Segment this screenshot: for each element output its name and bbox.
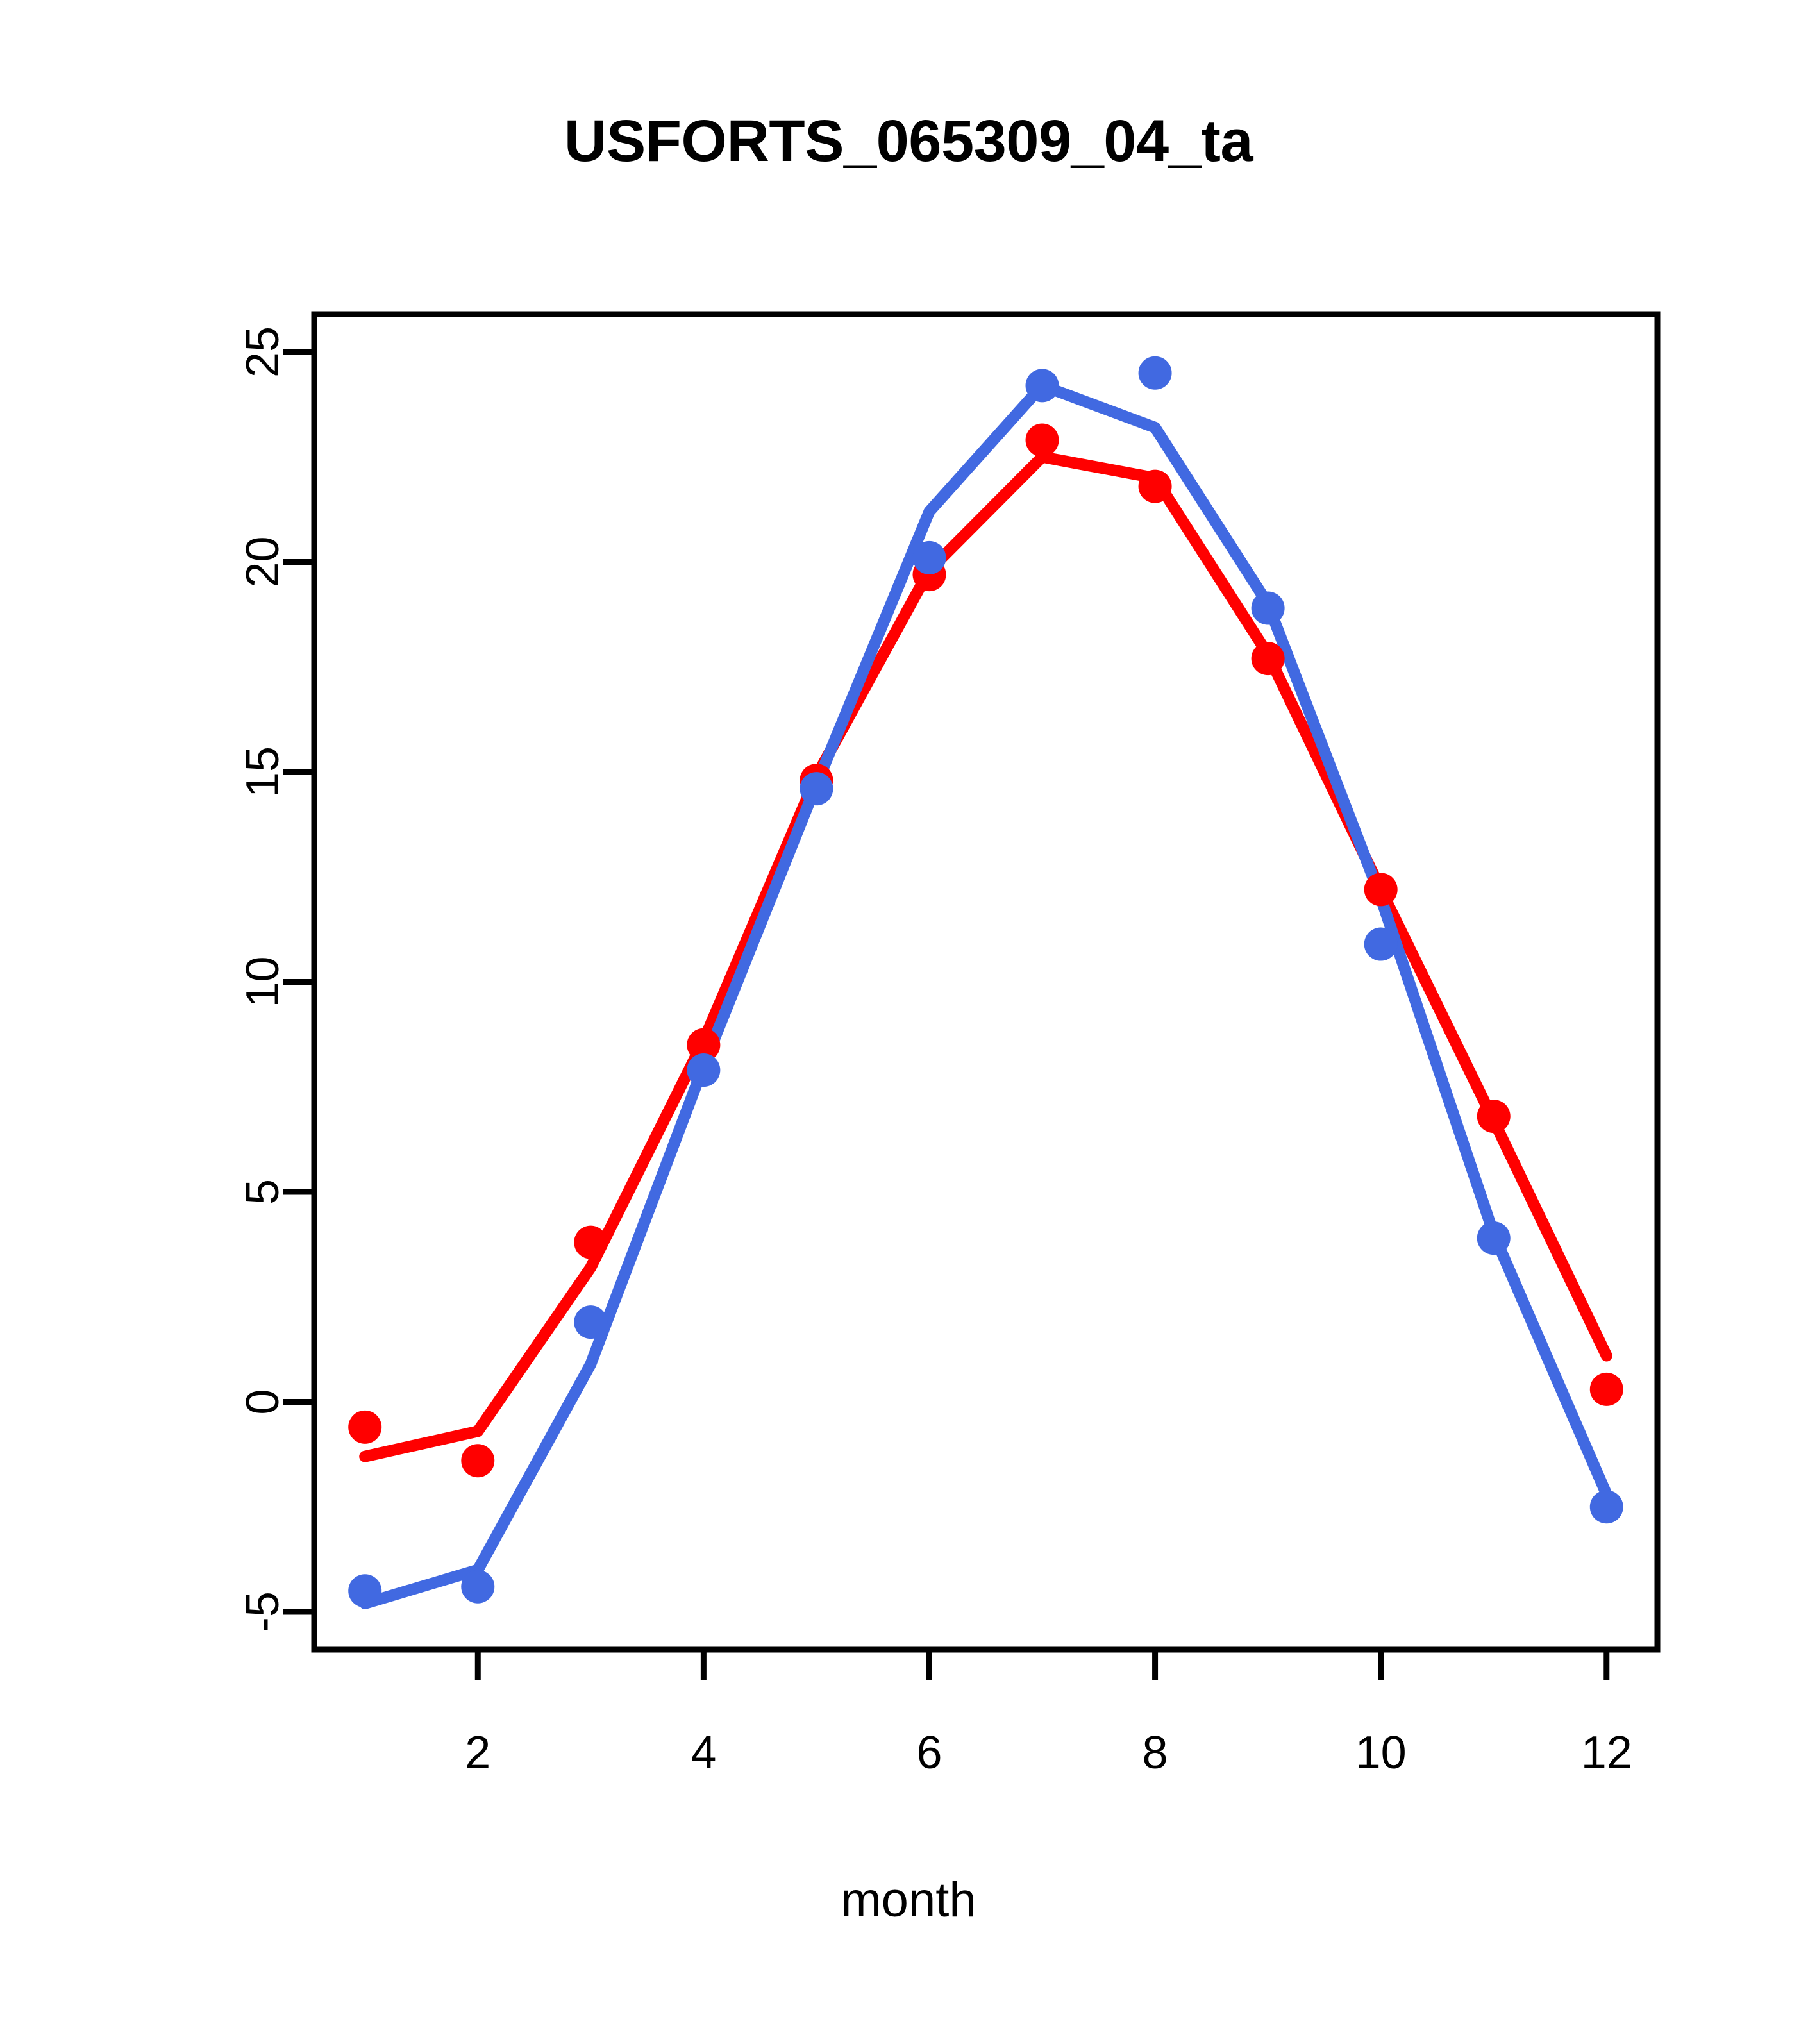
series-line-fitted-blue [359,380,1612,1609]
data-point [1025,369,1059,403]
data-point [1138,356,1172,390]
data-point [1477,1100,1511,1134]
x-tick-label: 8 [1143,1727,1168,1779]
data-point [1477,1221,1511,1255]
series-line-fitted-red [359,451,1612,1462]
data-point [1251,642,1285,676]
y-tick-label: 5 [237,1179,289,1205]
data-point [1589,1372,1623,1406]
x-tick-label: 10 [1355,1727,1407,1779]
data-point [687,1028,721,1062]
y-tick-label: -5 [237,1591,289,1632]
data-point [1138,469,1172,503]
y-tick-label: 0 [237,1389,289,1415]
data-point [574,1305,608,1339]
data-point [1364,927,1398,961]
data-point [461,1444,495,1478]
y-tick-label: 10 [237,956,289,1007]
x-tick-label: 6 [916,1727,942,1779]
series-points [348,356,1623,1608]
x-axis-ticks: 2 4 6 8 10 12 [465,1650,1632,1779]
data-point [1364,873,1398,907]
y-tick-label: 15 [237,746,289,798]
y-axis-ticks: -5 0 5 10 15 20 25 [237,326,314,1632]
y-tick-label: 25 [237,326,289,378]
data-point [1251,591,1285,625]
x-tick-label: 12 [1581,1727,1632,1779]
series-lines [359,380,1612,1609]
data-point [348,1410,382,1444]
x-tick-label: 4 [691,1727,716,1779]
data-point [461,1570,495,1604]
data-point [1025,423,1059,457]
data-point [800,772,833,806]
y-tick-label: 20 [237,536,289,587]
data-point [348,1574,382,1608]
data-point [912,540,946,574]
data-point [687,1053,721,1087]
x-axis-label: month [841,1873,976,1927]
data-point [574,1225,608,1259]
data-point [1589,1490,1623,1524]
x-tick-label: 2 [465,1727,490,1779]
page-title: USFORTS_065309_04_ta [564,108,1253,174]
